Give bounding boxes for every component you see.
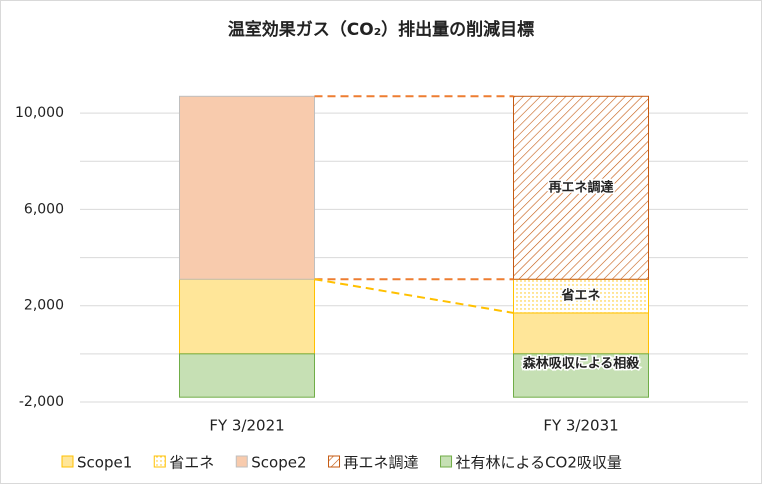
legend-swatch [61, 455, 74, 468]
chart-title: 温室効果ガス（CO₂）排出量の削減目標 [228, 19, 534, 40]
bar-segment [179, 353, 315, 398]
y-tick-label: 6,000 [24, 201, 64, 217]
legend-label: Scope1 [77, 454, 132, 472]
bar-segment [513, 312, 649, 355]
legend-swatch [328, 455, 341, 468]
legend-label: 省エネ [169, 454, 214, 472]
legend-swatch [440, 455, 453, 468]
segment-label: 森林吸収による相殺 [523, 355, 641, 371]
bar-segment [513, 95, 649, 280]
connector [314, 278, 514, 314]
bar-segment [179, 95, 315, 280]
bar-segment [179, 278, 315, 355]
legend-label: 再エネ調達 [344, 454, 419, 472]
bar-segment [513, 353, 649, 398]
x-tick-label: FY 3/2031 [543, 417, 618, 435]
bar-segment [513, 278, 649, 314]
y-tick-label: -2,000 [19, 394, 64, 410]
y-tick-label: 10,000 [15, 105, 64, 121]
segment-label: 再エネ調達 [548, 179, 613, 195]
legend-swatch [235, 455, 248, 468]
legend-label: Scope2 [251, 454, 306, 472]
segment-label: 省エネ [560, 288, 600, 304]
legend-swatch [153, 455, 166, 468]
x-tick-label: FY 3/2021 [209, 417, 284, 435]
y-tick-label: 2,000 [24, 298, 64, 314]
legend-label: 社有林によるCO2吸収量 [456, 454, 622, 472]
